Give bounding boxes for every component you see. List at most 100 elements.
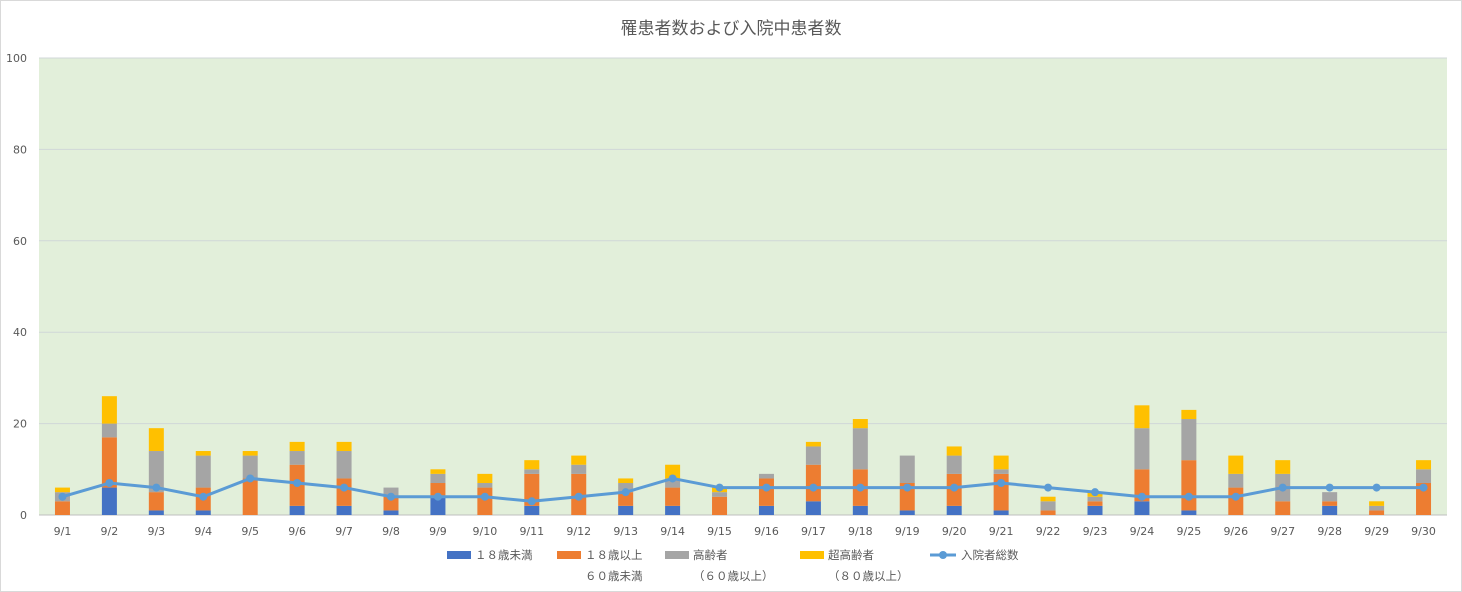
bar-1 xyxy=(852,505,868,515)
line-point xyxy=(1372,483,1381,492)
bar-4 xyxy=(101,396,117,424)
bar-4 xyxy=(430,469,446,474)
x-tick-label: 9/28 xyxy=(1317,525,1342,538)
bar-2 xyxy=(242,478,258,515)
x-tick-label: 9/5 xyxy=(241,525,259,538)
bar-1 xyxy=(101,487,117,515)
bar-4 xyxy=(242,451,258,456)
bar-1 xyxy=(524,505,540,515)
bar-1 xyxy=(946,505,962,515)
line-point xyxy=(997,479,1006,488)
y-axis-ticks: 0 20 40 60 80 100 xyxy=(6,52,27,522)
line-point xyxy=(480,492,489,501)
bar-2 xyxy=(101,437,117,488)
bar-3 xyxy=(1228,473,1244,488)
bar-3 xyxy=(242,455,258,479)
bar-1 xyxy=(383,510,399,515)
chart-title: 罹患者数および入院中患者数 xyxy=(620,19,842,39)
bar-4 xyxy=(571,455,587,465)
bar-4 xyxy=(946,446,962,456)
x-tick-label: 9/29 xyxy=(1364,525,1389,538)
bar-3 xyxy=(1181,419,1197,461)
legend-label: 超高齢者 xyxy=(828,548,874,562)
x-tick-label: 9/15 xyxy=(707,525,732,538)
line-point xyxy=(58,492,67,501)
line-point xyxy=(152,483,161,492)
bar-4 xyxy=(1040,496,1056,502)
x-tick-label: 9/1 xyxy=(54,525,72,538)
bar-2 xyxy=(618,492,634,506)
legend: １８歳未満 １８歳以上 ６０歳未満 高齢者 （６０歳以上） 超高齢者 （８０歳以上） 入院者総… xyxy=(447,548,1019,583)
gridlines xyxy=(39,57,1447,516)
x-tick-label: 9/21 xyxy=(989,525,1014,538)
bar-2 xyxy=(477,487,493,515)
bar-2 xyxy=(899,483,915,511)
x-tick-label: 9/7 xyxy=(335,525,353,538)
line-point xyxy=(621,488,630,497)
bar-3 xyxy=(805,446,821,465)
line-point xyxy=(1231,492,1240,501)
bar-2 xyxy=(1416,483,1432,515)
x-tick-label: 9/2 xyxy=(101,525,119,538)
y-tick-label: 0 xyxy=(20,509,27,522)
bar-2 xyxy=(54,501,70,515)
bar-4 xyxy=(1416,460,1432,470)
plot-area xyxy=(39,58,1447,515)
bar-1 xyxy=(336,505,352,515)
bar-3 xyxy=(383,487,399,497)
line-point xyxy=(1278,483,1287,492)
bar-3 xyxy=(665,478,681,488)
bar-1 xyxy=(993,510,1009,515)
bar-3 xyxy=(477,483,493,488)
bar-2 xyxy=(1275,501,1291,515)
line-path xyxy=(62,476,1424,503)
bar-3 xyxy=(1322,492,1338,502)
bar-3 xyxy=(289,451,305,465)
bar-3 xyxy=(1416,469,1432,484)
y-tick-label: 100 xyxy=(6,52,27,65)
bar-4 xyxy=(195,451,211,456)
x-tick-label: 9/14 xyxy=(660,525,685,538)
x-tick-label: 9/26 xyxy=(1223,525,1248,538)
bar-2 xyxy=(524,473,540,506)
legend-label-line2: （８０歳以上） xyxy=(828,569,909,583)
bar-2 xyxy=(1369,510,1385,515)
x-tick-label: 9/12 xyxy=(566,525,591,538)
x-tick-label: 9/17 xyxy=(801,525,826,538)
legend-label: 入院者総数 xyxy=(961,548,1019,562)
bar-3 xyxy=(852,428,868,470)
bar-3 xyxy=(1087,496,1103,502)
y-tick-label: 20 xyxy=(13,418,27,431)
line-point xyxy=(199,492,208,501)
bar-3 xyxy=(101,423,117,438)
bar-3 xyxy=(336,451,352,479)
x-tick-label: 9/19 xyxy=(895,525,920,538)
legend-swatch xyxy=(665,551,689,559)
bar-4 xyxy=(852,419,868,429)
line-point xyxy=(856,483,865,492)
line-point xyxy=(574,492,583,501)
x-tick-label: 9/22 xyxy=(1036,525,1061,538)
line-point xyxy=(809,483,818,492)
x-tick-label: 9/23 xyxy=(1083,525,1108,538)
bar-4 xyxy=(1275,460,1291,474)
line-point xyxy=(1184,492,1193,501)
bar-3 xyxy=(1040,501,1056,511)
bar-3 xyxy=(571,464,587,474)
bar-2 xyxy=(430,483,446,497)
bar-3 xyxy=(524,469,540,474)
bar-3 xyxy=(430,473,446,484)
line-point xyxy=(950,483,959,492)
line-series xyxy=(58,474,1428,506)
line-point xyxy=(903,483,912,492)
bar-4 xyxy=(1369,501,1385,506)
bar-1 xyxy=(1087,505,1103,515)
line-point xyxy=(715,483,724,492)
bar-1 xyxy=(899,510,915,515)
bar-4 xyxy=(336,441,352,452)
x-tick-label: 9/30 xyxy=(1411,525,1436,538)
bar-1 xyxy=(1134,501,1150,515)
bar-3 xyxy=(195,455,211,488)
line-point xyxy=(1137,492,1146,501)
x-tick-label: 9/9 xyxy=(429,525,447,538)
